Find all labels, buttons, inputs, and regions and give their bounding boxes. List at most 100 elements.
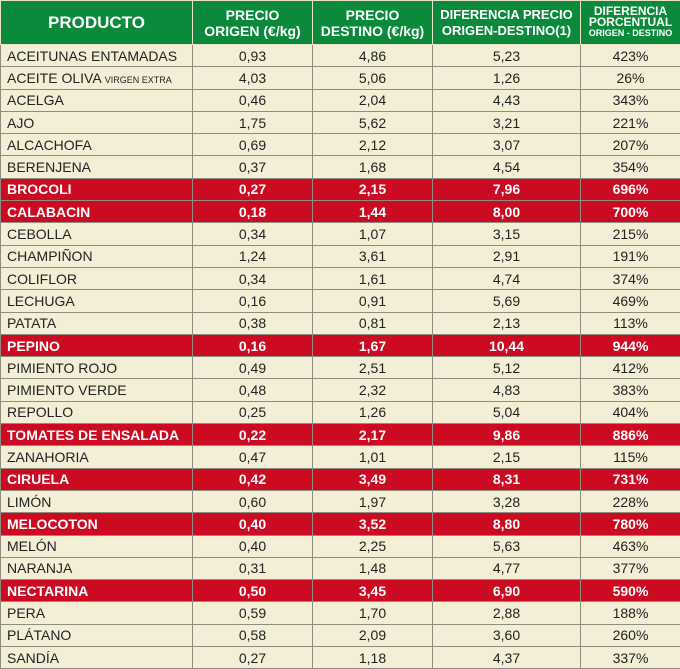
cell-origin-price: 0,22 [192, 423, 313, 447]
cell-product: MELÓN [0, 534, 193, 558]
table-row: PERA 0,59 1,70 2,88 188% [0, 601, 680, 625]
cell-price-difference: 4,43 [432, 88, 581, 112]
cell-price-difference: 2,91 [432, 244, 581, 268]
table-row: MELÓN 0,40 2,25 5,63 463% [0, 534, 680, 558]
product-name: REPOLLO [7, 404, 74, 421]
cell-product: PLÁTANO [0, 623, 193, 648]
cell-product: PEPINO [0, 333, 193, 358]
cell-origin-price: 0,60 [192, 489, 313, 514]
table-row: CEBOLLA 0,34 1,07 3,15 215% [0, 222, 680, 246]
cell-destination-price: 4,86 [312, 43, 433, 68]
table-row: PIMIENTO ROJO 0,49 2,51 5,12 412% [0, 356, 680, 380]
cell-product: NARANJA [0, 556, 193, 581]
cell-price-difference: 4,54 [432, 155, 581, 179]
cell-percent-difference: 221% [580, 110, 680, 135]
product-name: CALABACIN [7, 203, 91, 220]
cell-origin-price: 0,27 [192, 177, 313, 202]
product-name: ZANAHORIA [7, 448, 89, 465]
cell-destination-price: 0,91 [312, 289, 433, 313]
cell-product: LIMÓN [0, 489, 193, 514]
product-name: PATATA [7, 315, 57, 332]
cell-price-difference: 5,69 [432, 289, 581, 313]
cell-destination-price: 1,68 [312, 155, 433, 179]
table-row: REPOLLO 0,25 1,26 5,04 404% [0, 400, 680, 425]
cell-destination-price: 1,01 [312, 445, 433, 469]
cell-origin-price: 0,49 [192, 356, 313, 380]
cell-origin-price: 0,40 [192, 512, 313, 536]
product-name: PIMIENTO VERDE [7, 382, 127, 399]
cell-origin-price: 0,18 [192, 200, 313, 224]
cell-origin-price: 0,31 [192, 556, 313, 581]
cell-price-difference: 4,77 [432, 556, 581, 581]
product-name: PERA [7, 605, 46, 622]
cell-destination-price: 5,06 [312, 66, 433, 90]
table-row: PLÁTANO 0,58 2,09 3,60 260% [0, 623, 680, 648]
table-row: LIMÓN 0,60 1,97 3,28 228% [0, 489, 680, 514]
cell-destination-price: 1,07 [312, 222, 433, 246]
product-subtitle: VIRGEN EXTRA [104, 74, 172, 85]
cell-product: CIRUELA [0, 467, 193, 491]
cell-percent-difference: 377% [580, 556, 680, 581]
cell-origin-price: 0,27 [192, 646, 313, 669]
product-name: BERENJENA [7, 159, 92, 176]
cell-price-difference: 2,13 [432, 311, 581, 335]
cell-price-difference: 7,96 [432, 177, 581, 202]
cell-origin-price: 0,16 [192, 289, 313, 313]
cell-percent-difference: 337% [580, 646, 680, 669]
cell-percent-difference: 469% [580, 289, 680, 313]
table-row: BROCOLI 0,27 2,15 7,96 696% [0, 177, 680, 202]
cell-product: TOMATES DE ENSALADA [0, 423, 193, 447]
product-name: CEBOLLA [7, 226, 72, 243]
table-row: LECHUGA 0,16 0,91 5,69 469% [0, 289, 680, 313]
cell-destination-price: 1,26 [312, 400, 433, 425]
cell-product: REPOLLO [0, 400, 193, 425]
cell-destination-price: 3,52 [312, 512, 433, 536]
cell-destination-price: 3,61 [312, 244, 433, 268]
product-name: ACELGA [7, 92, 64, 109]
cell-origin-price: 0,46 [192, 88, 313, 112]
table-row: NECTARINA 0,50 3,45 6,90 590% [0, 579, 680, 603]
cell-price-difference: 5,63 [432, 534, 581, 558]
cell-origin-price: 0,48 [192, 378, 313, 402]
table-row: NARANJA 0,31 1,48 4,77 377% [0, 556, 680, 581]
cell-product: ALCACHOFA [0, 133, 193, 157]
cell-price-difference: 3,60 [432, 623, 581, 648]
cell-product: MELOCOTON [0, 512, 193, 536]
cell-origin-price: 0,59 [192, 601, 313, 625]
cell-percent-difference: 228% [580, 489, 680, 514]
cell-price-difference: 6,90 [432, 579, 581, 603]
table-row: SANDÍA 0,27 1,18 4,37 337% [0, 646, 680, 669]
product-name: NECTARINA [7, 582, 89, 599]
cell-product: PIMIENTO ROJO [0, 356, 193, 380]
cell-origin-price: 0,58 [192, 623, 313, 648]
cell-product: ACEITE OLIVA VIRGEN EXTRA [0, 66, 193, 90]
header-pct-line2: PORCENTUAL [588, 15, 673, 29]
cell-destination-price: 2,17 [312, 423, 433, 447]
cell-product: COLIFLOR [0, 266, 193, 291]
product-name: LECHUGA [7, 292, 75, 309]
table-row: CALABACIN 0,18 1,44 8,00 700% [0, 200, 680, 224]
cell-destination-price: 1,97 [312, 489, 433, 514]
cell-origin-price: 1,24 [192, 244, 313, 268]
cell-percent-difference: 374% [580, 266, 680, 291]
cell-percent-difference: 696% [580, 177, 680, 202]
product-name: BROCOLI [7, 181, 72, 198]
cell-percent-difference: 343% [580, 88, 680, 112]
cell-percent-difference: 780% [580, 512, 680, 536]
cell-price-difference: 4,37 [432, 646, 581, 669]
cell-percent-difference: 191% [580, 244, 680, 268]
cell-destination-price: 3,49 [312, 467, 433, 491]
product-name: LIMÓN [7, 493, 52, 510]
product-name: ACEITE OLIVA [7, 69, 101, 86]
cell-origin-price: 0,37 [192, 155, 313, 179]
product-name: TOMATES DE ENSALADA [7, 426, 180, 443]
header-pct-line3: ORIGEN - DESTINO [588, 28, 673, 38]
cell-percent-difference: 260% [580, 623, 680, 648]
header-origin-price: PRECIO ORIGEN (€/kg) [192, 0, 313, 45]
cell-origin-price: 0,69 [192, 133, 313, 157]
cell-percent-difference: 731% [580, 467, 680, 491]
cell-origin-price: 0,42 [192, 467, 313, 491]
cell-price-difference: 3,15 [432, 222, 581, 246]
cell-price-difference: 3,21 [432, 110, 581, 135]
